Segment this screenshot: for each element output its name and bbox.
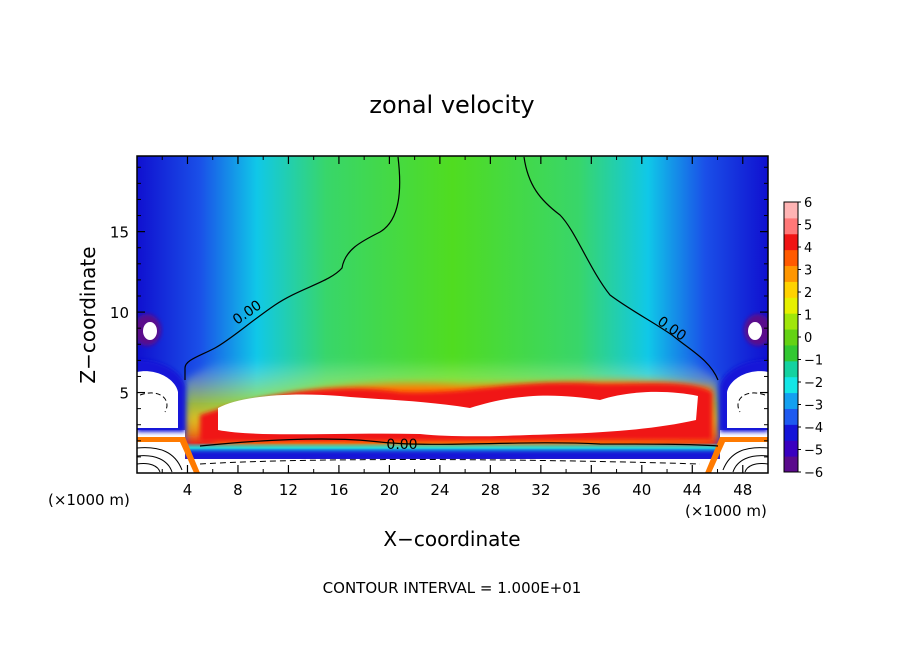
colorbar-swatch <box>784 313 798 330</box>
x-tick-label: 24 <box>430 481 449 499</box>
colorbar-swatch <box>784 265 798 282</box>
contour-label: 0.00 <box>386 437 417 453</box>
velocity-field <box>137 156 768 473</box>
colorbar-label: −2 <box>804 376 823 391</box>
x-axis-label: X−coordinate <box>383 527 520 551</box>
colorbar-swatch <box>784 424 798 441</box>
x-tick-label: 44 <box>683 481 702 499</box>
colorbar-swatch <box>784 281 798 298</box>
x-tick-label: 40 <box>632 481 651 499</box>
colorbar-label: 3 <box>804 264 812 279</box>
x-tick-label: 12 <box>279 481 298 499</box>
x-tick-label: 4 <box>183 481 193 499</box>
colorbar-label: −3 <box>804 399 823 414</box>
x-tick-label: 28 <box>481 481 500 499</box>
x-tick-label: 16 <box>329 481 348 499</box>
colorbar-label: 1 <box>804 309 812 324</box>
colorbar-label: −6 <box>804 466 823 481</box>
colorbar-swatch <box>784 456 798 473</box>
colorbar-label: 5 <box>804 219 812 234</box>
x-tick-label: 36 <box>582 481 601 499</box>
contour-interval-note: CONTOUR INTERVAL = 1.000E+01 <box>323 579 582 597</box>
colorbar-swatch <box>784 329 798 346</box>
colorbar-swatch <box>784 217 798 235</box>
colorbar-swatch <box>784 233 798 251</box>
x-tick-label: 8 <box>233 481 243 499</box>
colorbar-swatch <box>784 249 798 267</box>
colorbar-label: 4 <box>804 241 812 256</box>
x-tick-label: 20 <box>380 481 399 499</box>
x-tick-label: 48 <box>733 481 752 499</box>
colorbar-swatch <box>784 408 798 425</box>
colorbar-label: 2 <box>804 286 812 301</box>
colorbar-swatch <box>784 344 798 362</box>
y-axis: 5 10 15 <box>110 166 768 458</box>
y-tick-label: 5 <box>119 385 129 403</box>
x-tick-label: 32 <box>531 481 550 499</box>
x-unit-right: (×1000 m) <box>685 502 767 520</box>
colorbar-label: 6 <box>804 196 812 211</box>
colorbar-label: 0 <box>804 331 812 346</box>
colorbar-swatch <box>784 376 798 394</box>
y-tick-label: 10 <box>110 304 129 322</box>
x-axis: 4 8 12 16 20 24 28 32 36 40 44 48 <box>161 156 752 499</box>
colorbar-swatch <box>784 297 798 314</box>
colorbar-swatch <box>784 202 798 219</box>
y-tick-label: 15 <box>110 224 129 242</box>
colorbar-swatch <box>784 360 798 378</box>
colorbar-label: −1 <box>804 354 823 369</box>
colorbar-swatch <box>784 440 798 457</box>
colorbar: 6 5 4 3 2 1 0 −1 −2 −3 −4 −5 −6 <box>783 196 823 481</box>
chart-title: zonal velocity <box>369 91 534 119</box>
x-unit-left: (×1000 m) <box>48 491 130 509</box>
y-axis-label: Z−coordinate <box>76 246 100 383</box>
colorbar-swatch <box>784 392 798 409</box>
colorbar-label: −5 <box>804 444 823 459</box>
colorbar-label: −4 <box>804 421 823 436</box>
plot-frame <box>136 155 769 474</box>
